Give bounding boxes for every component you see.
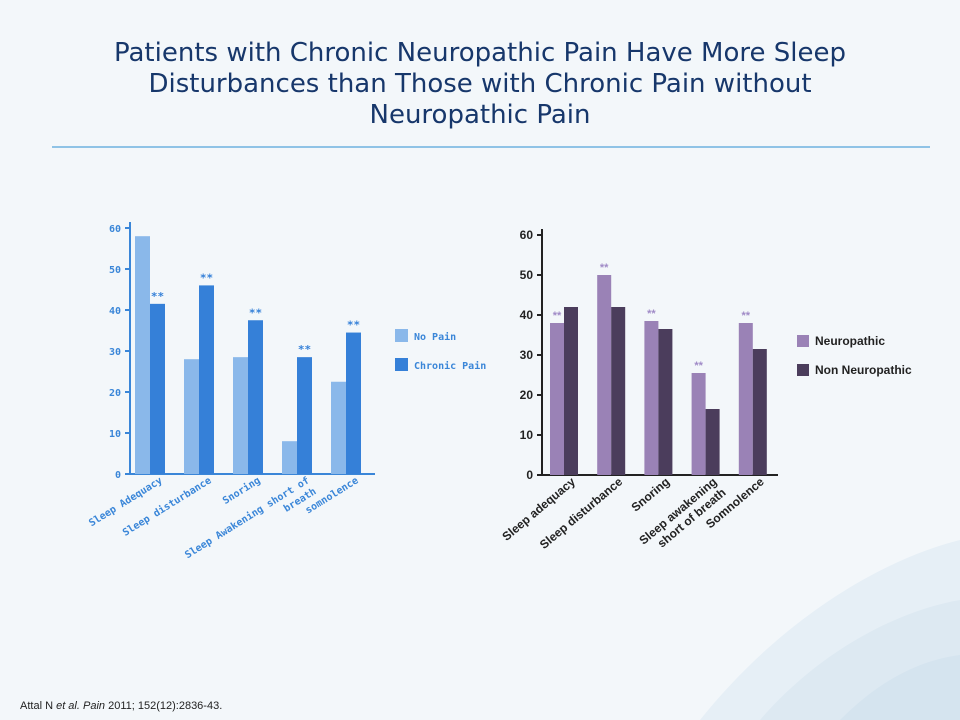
legend-label: Non Neuropathic xyxy=(815,363,912,377)
significance-label: ** xyxy=(553,310,562,322)
y-tick-label: 20 xyxy=(109,388,121,399)
y-tick-label: 60 xyxy=(109,224,121,235)
bar-series1 xyxy=(738,323,753,475)
bar-series2 xyxy=(752,349,767,475)
significance-label: ** xyxy=(249,306,262,319)
significance-label: ** xyxy=(647,308,656,320)
x-tick-label: Snoring xyxy=(629,475,673,515)
x-tick-label-line: Snoring xyxy=(629,475,673,515)
bar-series2 xyxy=(150,303,165,474)
title-line-2: Disturbances than Those with Chronic Pai… xyxy=(148,69,812,99)
y-tick-label: 0 xyxy=(115,470,121,481)
legend-swatch xyxy=(797,335,809,347)
bar-series1 xyxy=(184,359,199,474)
y-tick-label: 0 xyxy=(526,468,533,482)
y-tick-label: 40 xyxy=(109,306,121,317)
bar-series2 xyxy=(611,307,626,475)
legend-label: No Pain xyxy=(414,331,456,343)
bar-series1 xyxy=(233,357,248,474)
bar-series2 xyxy=(658,329,673,475)
bar-series2 xyxy=(297,357,312,474)
bar-series2 xyxy=(564,307,578,475)
x-tick-label-line: Sleep disturbance xyxy=(537,474,625,551)
significance-label: ** xyxy=(298,343,311,356)
bar-series2 xyxy=(248,320,263,474)
y-tick-label: 20 xyxy=(520,388,534,402)
title-line-3: Neuropathic Pain xyxy=(369,100,591,130)
y-tick-label: 60 xyxy=(520,228,534,242)
significance-label: ** xyxy=(151,290,164,303)
bar-series2 xyxy=(705,409,720,475)
legend-label: Chronic Pain xyxy=(414,360,486,372)
legend-swatch xyxy=(395,358,408,371)
x-tick-label-line: Sleep disturbance xyxy=(120,474,213,538)
citation: Attal N et al. Pain 2011; 152(12):2836-4… xyxy=(20,700,222,712)
x-tick-label: Snoring xyxy=(220,474,262,507)
bar-series1 xyxy=(691,373,706,475)
significance-label: ** xyxy=(694,360,703,372)
title-line-1: Patients with Chronic Neuropathic Pain H… xyxy=(113,38,846,68)
bar-series1 xyxy=(597,275,612,475)
x-tick-label-line: Snoring xyxy=(220,474,262,507)
bar-series1 xyxy=(331,381,346,474)
y-tick-label: 10 xyxy=(109,429,121,440)
significance-label: ** xyxy=(347,319,360,332)
bar-series1 xyxy=(644,321,659,475)
y-tick-label: 10 xyxy=(520,428,534,442)
bar-series2 xyxy=(346,332,361,474)
citation-details: 2011; 152(12):2836-43. xyxy=(108,700,223,712)
legend-swatch xyxy=(395,329,408,342)
significance-label: ** xyxy=(742,310,751,322)
citation-etal: et al. xyxy=(56,700,80,712)
x-tick-label: Sleep disturbance xyxy=(537,474,625,551)
citation-authors: Attal N xyxy=(20,700,54,712)
bar-series1 xyxy=(550,323,564,475)
y-tick-label: 50 xyxy=(109,265,121,276)
bar-series1 xyxy=(135,236,150,474)
page-title: Patients with Chronic Neuropathic Pain H… xyxy=(60,38,900,131)
significance-label: ** xyxy=(200,271,213,284)
bar-series2 xyxy=(199,285,214,474)
y-tick-label: 50 xyxy=(520,268,534,282)
y-tick-label: 40 xyxy=(520,308,534,322)
y-tick-label: 30 xyxy=(520,348,534,362)
legend-label: Neuropathic xyxy=(815,334,885,348)
bar-series1 xyxy=(282,441,297,474)
citation-journal: Pain xyxy=(83,700,106,712)
title-divider xyxy=(52,146,930,148)
legend-swatch xyxy=(797,364,809,376)
y-tick-label: 30 xyxy=(109,347,121,358)
significance-label: ** xyxy=(600,262,609,274)
x-tick-label: Sleep disturbance xyxy=(120,474,213,538)
